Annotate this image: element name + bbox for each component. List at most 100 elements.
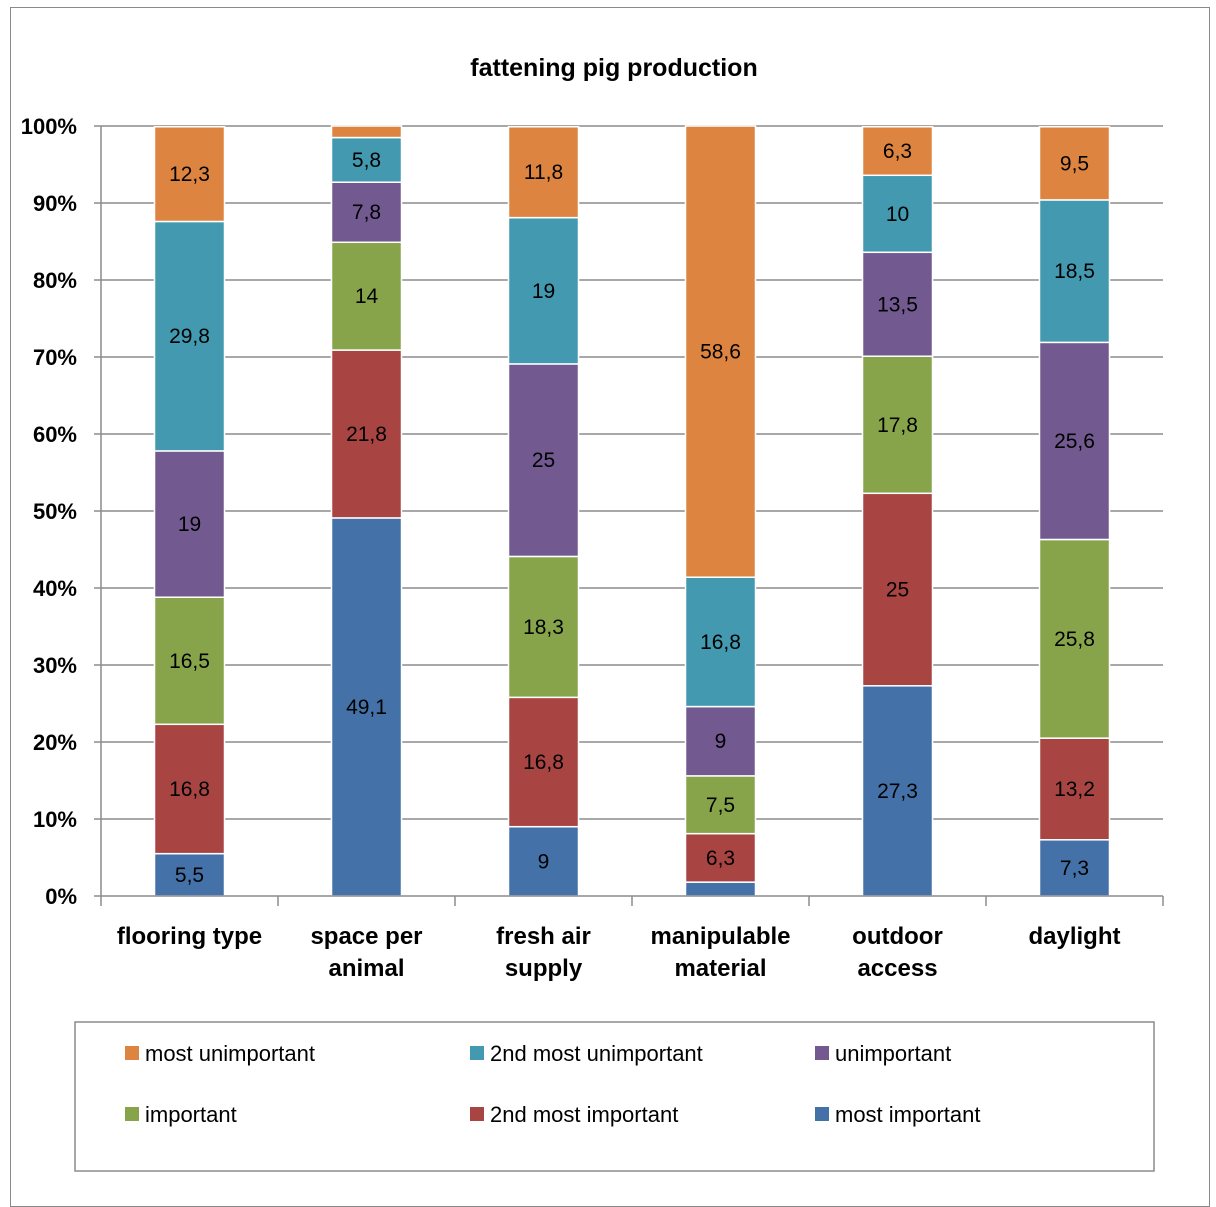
bar-segment: [1038, 538, 1111, 739]
bar-segment: [330, 241, 403, 351]
bar-segment: [684, 125, 757, 578]
data-label: 25,6: [1054, 430, 1095, 453]
y-tick-label: 100%: [21, 114, 77, 139]
data-label: 18,3: [523, 616, 564, 639]
bar-segment: [684, 576, 757, 708]
data-label: 10: [886, 203, 909, 226]
bar-segment: [330, 517, 403, 897]
data-label: 16,8: [169, 778, 210, 801]
bar-segment: [153, 220, 226, 452]
data-label: 25: [532, 449, 555, 472]
legend-label: important: [145, 1102, 237, 1127]
data-label: 21,8: [346, 423, 387, 446]
bar-segment: [507, 216, 580, 365]
legend-label: most unimportant: [145, 1041, 315, 1066]
bar-segment: [1038, 199, 1111, 344]
x-tick-label: manipulable material: [650, 923, 790, 982]
bar-segment: [861, 174, 934, 254]
bar-segment: [153, 596, 226, 726]
data-label: 5,5: [175, 864, 204, 887]
gridlines: [101, 125, 1163, 820]
x-tick-label: flooring type: [117, 923, 262, 950]
bar-segment: [153, 852, 226, 897]
data-label: 19: [532, 280, 555, 303]
data-label: 5,8: [352, 149, 381, 172]
data-label: 29,8: [169, 325, 210, 348]
data-label: 16,8: [523, 751, 564, 774]
y-tick-label: 70%: [33, 345, 77, 370]
legend-box: [74, 1021, 1155, 1172]
data-label: 19: [178, 513, 201, 536]
bar-segment: [330, 136, 403, 183]
x-tick-label: space per animal: [310, 923, 422, 982]
bar-segment: [507, 363, 580, 558]
bar-segment: [330, 125, 403, 139]
y-tick-label: 90%: [33, 191, 77, 216]
data-label: 7,5: [706, 794, 735, 817]
data-label: 11,8: [524, 161, 563, 184]
stacked-bar-chart: fattening pig production 5,5 16,8 16,5 19 29…: [21, 54, 1164, 1172]
axes: 0% 10% 20% 30% 40% 50% 60% 70% 80% 90% 100% floorin…: [21, 114, 1164, 982]
legend-swatch: [470, 1046, 484, 1060]
data-label: 17,8: [877, 414, 918, 437]
data-label: 18,5: [1054, 260, 1095, 283]
data-label: 49,1: [346, 696, 387, 719]
y-tick-label: 20%: [33, 730, 77, 755]
bar-segment: [684, 775, 757, 835]
bar-segment: [153, 126, 226, 223]
bar-segment: [861, 685, 934, 897]
bar-segment: [1038, 341, 1111, 541]
data-label: 7,8: [352, 201, 381, 224]
y-tick-label: 50%: [33, 499, 77, 524]
y-tick-label: 60%: [33, 422, 77, 447]
legend-label: most important: [835, 1102, 981, 1127]
legend-swatch: [470, 1107, 484, 1121]
bar-segment: [1038, 126, 1111, 201]
data-label: 7,3: [1060, 857, 1089, 880]
bars: 5,5 16,8 16,5 19 29,8 12,3 49,1 21,8 14 7,8 5,8 9 16…: [153, 125, 1111, 897]
bar-segment: [861, 251, 934, 357]
data-label: 14: [355, 285, 379, 308]
bar-segment: [684, 832, 757, 883]
legend-label: 2nd most important: [490, 1102, 678, 1127]
legend-label: 2nd most unimportant: [490, 1041, 703, 1066]
y-tick-label: 30%: [33, 653, 77, 678]
bar-segment: [507, 825, 580, 897]
bar-segment: [153, 723, 226, 855]
bar-segment: [861, 126, 934, 177]
legend-swatch: [125, 1107, 139, 1121]
data-label: 16,5: [169, 650, 210, 673]
x-tick-label: fresh air supply: [496, 923, 591, 982]
data-label: 9: [538, 850, 550, 873]
bar-segment: [684, 881, 757, 897]
legend-label: unimportant: [835, 1041, 951, 1066]
legend: most unimportant 2nd most unimportant unim…: [74, 1021, 1155, 1172]
bar-segment: [861, 355, 934, 495]
y-tick-label: 40%: [33, 576, 77, 601]
legend-swatch: [125, 1046, 139, 1060]
bar-segment: [507, 126, 580, 219]
legend-swatch: [815, 1107, 829, 1121]
data-label: 25: [886, 579, 909, 602]
data-label: 25,8: [1054, 628, 1095, 651]
x-tick-label: daylight: [1028, 923, 1120, 950]
legend-swatch: [815, 1046, 829, 1060]
data-label: 9: [715, 730, 727, 753]
bar-segment: [1038, 737, 1111, 841]
chart-title: fattening pig production: [470, 54, 757, 82]
x-tick-label: outdoor access: [852, 923, 943, 982]
bar-segment: [861, 492, 934, 687]
data-label: 27,3: [877, 780, 918, 803]
y-tick-label: 0%: [45, 884, 77, 909]
data-label: 58,6: [700, 341, 741, 364]
data-label: 6,3: [706, 847, 735, 870]
data-label: 13,5: [877, 293, 918, 316]
bar-segment: [153, 450, 226, 598]
data-label: 9,5: [1060, 152, 1089, 175]
data-label: 13,2: [1054, 778, 1095, 801]
data-label: 12,3: [169, 163, 210, 186]
data-label: 6,3: [883, 140, 912, 163]
data-label: 16,8: [700, 631, 741, 654]
bar-segment: [330, 181, 403, 244]
y-tick-label: 10%: [33, 807, 77, 832]
